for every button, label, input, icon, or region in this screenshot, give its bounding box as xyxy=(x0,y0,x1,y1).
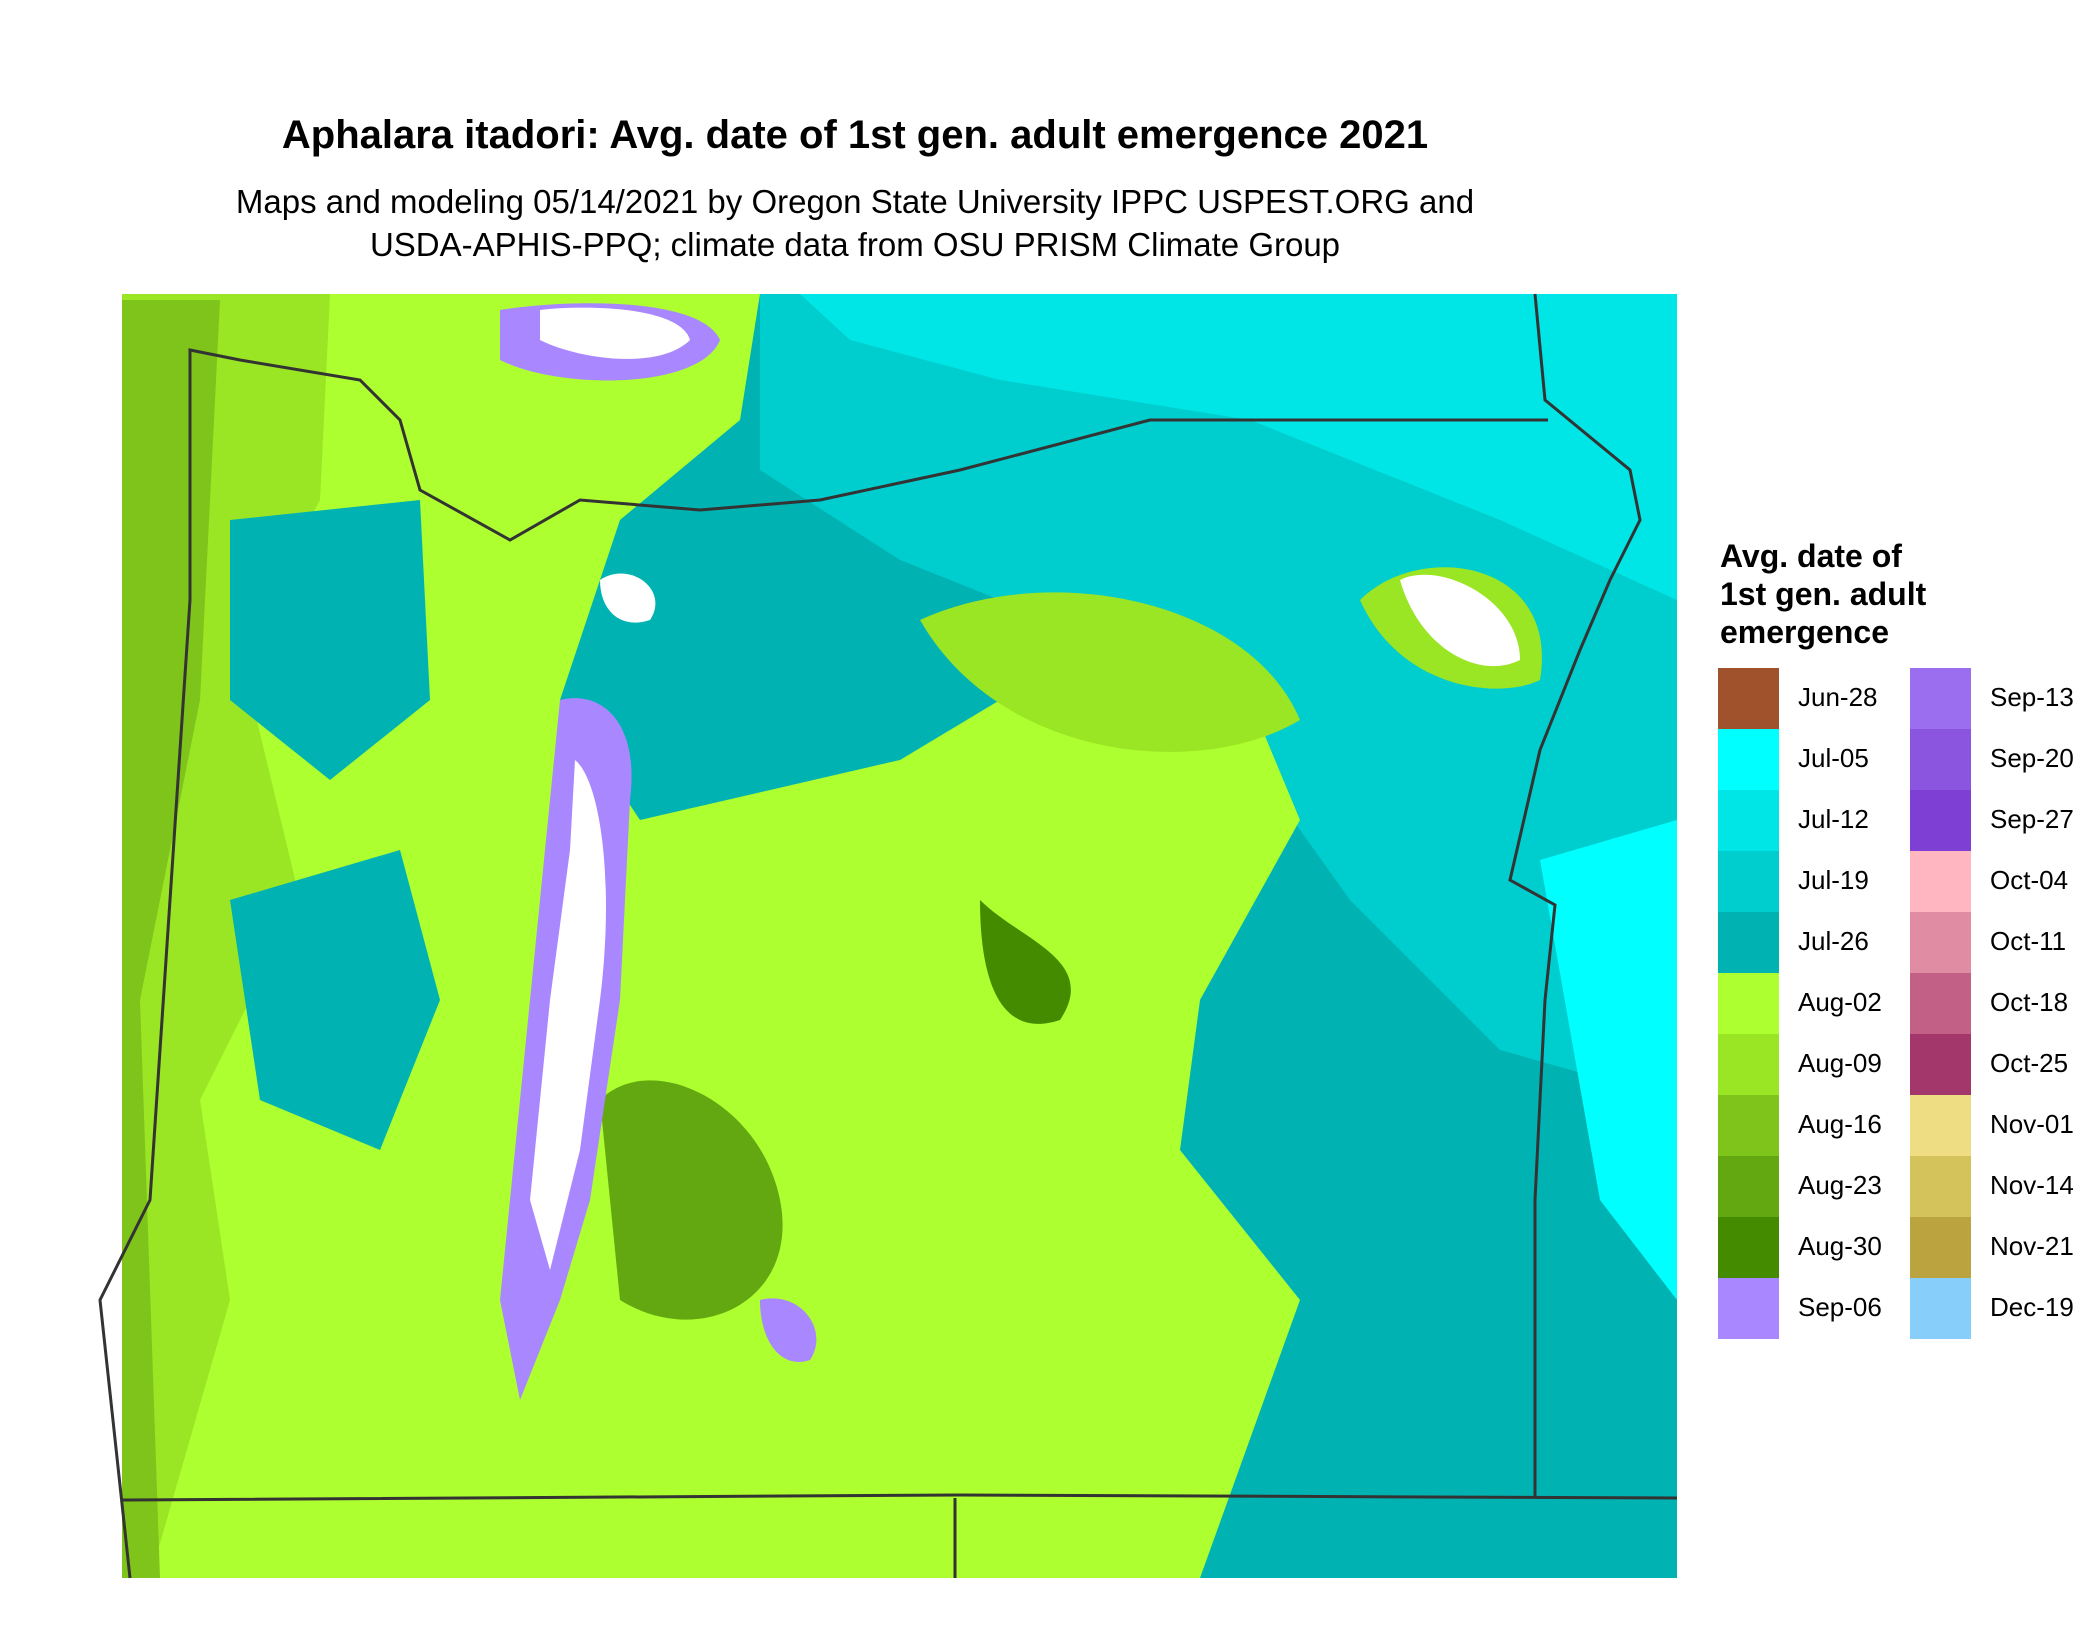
legend-swatch xyxy=(1718,1034,1779,1095)
legend-label: Oct-04 xyxy=(1990,865,2068,895)
map-subtitle: Maps and modeling 05/14/2021 by Oregon S… xyxy=(236,183,1474,220)
legend-label: Aug-16 xyxy=(1798,1109,1882,1139)
legend-label: Oct-11 xyxy=(1990,926,2066,956)
legend-label: Sep-06 xyxy=(1798,1292,1882,1322)
legend-label: Aug-02 xyxy=(1798,987,1882,1017)
legend-label: Jul-19 xyxy=(1798,865,1869,895)
legend-label: Oct-25 xyxy=(1990,1048,2068,1078)
legend-swatch xyxy=(1910,973,1971,1034)
legend-swatch xyxy=(1718,912,1779,973)
legend-label: Sep-20 xyxy=(1990,743,2074,773)
legend-swatch xyxy=(1910,1217,1971,1278)
legend-label: Nov-21 xyxy=(1990,1231,2074,1261)
legend-swatch xyxy=(1718,973,1779,1034)
legend-swatch xyxy=(1910,668,1971,729)
legend-label: Dec-19 xyxy=(1990,1292,2074,1322)
legend-swatch xyxy=(1718,668,1779,729)
legend-label: Jul-05 xyxy=(1798,743,1869,773)
legend-swatch xyxy=(1910,1156,1971,1217)
legend-swatch xyxy=(1910,1278,1971,1339)
legend-label: Oct-18 xyxy=(1990,987,2068,1017)
state-border xyxy=(98,293,1678,1579)
legend-label: Aug-09 xyxy=(1798,1048,1882,1078)
legend-title: emergence xyxy=(1720,614,1889,650)
legend-swatch xyxy=(1910,729,1971,790)
legend-swatch xyxy=(1718,790,1779,851)
legend-label: Jun-28 xyxy=(1798,682,1878,712)
legend-swatch xyxy=(1718,729,1779,790)
legend-swatch xyxy=(1910,1095,1971,1156)
legend-label: Aug-23 xyxy=(1798,1170,1882,1200)
legend-swatch xyxy=(1910,790,1971,851)
legend-swatch xyxy=(1910,1034,1971,1095)
legend-swatch xyxy=(1910,912,1971,973)
legend-swatch xyxy=(1910,851,1971,912)
legend-title: 1st gen. adult xyxy=(1720,576,1927,612)
legend-swatch xyxy=(1718,1095,1779,1156)
legend-label: Jul-26 xyxy=(1798,926,1869,956)
legend-swatch xyxy=(1718,1156,1779,1217)
legend-label: Sep-13 xyxy=(1990,682,2074,712)
legend-label: Sep-27 xyxy=(1990,804,2074,834)
legend-label: Jul-12 xyxy=(1798,804,1869,834)
legend-swatch xyxy=(1718,1217,1779,1278)
map-raster xyxy=(98,293,1678,1579)
legend-swatch xyxy=(1718,851,1779,912)
legend-title: Avg. date of xyxy=(1720,538,1902,574)
legend-swatch xyxy=(1718,1278,1779,1339)
map-subtitle: USDA-APHIS-PPQ; climate data from OSU PR… xyxy=(370,226,1340,263)
legend-label: Aug-30 xyxy=(1798,1231,1882,1261)
map-title: Aphalara itadori: Avg. date of 1st gen. … xyxy=(282,113,1428,157)
legend-label: Nov-01 xyxy=(1990,1109,2074,1139)
legend-label: Nov-14 xyxy=(1990,1170,2074,1200)
